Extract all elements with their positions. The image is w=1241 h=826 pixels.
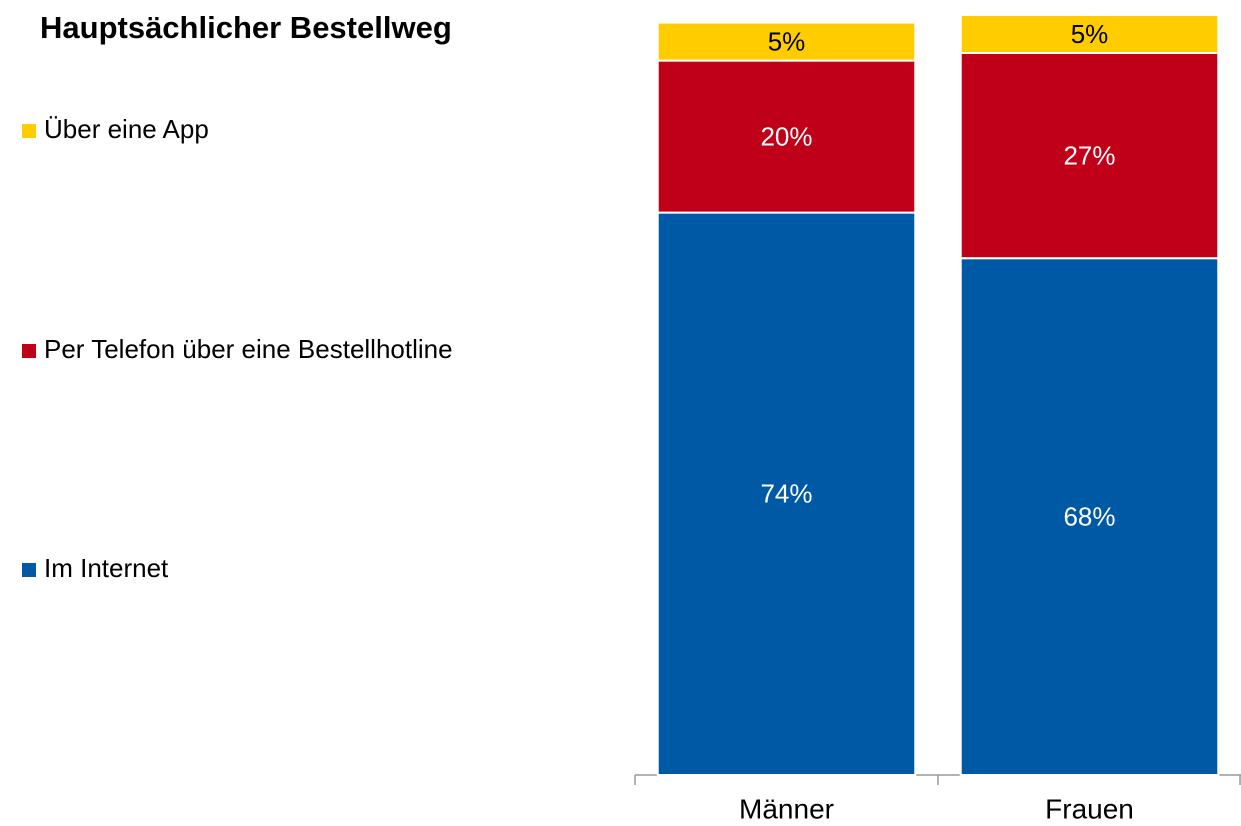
legend-label: Per Telefon über eine Bestellhotline	[44, 334, 453, 364]
data-label: 27%	[1063, 140, 1115, 170]
bar-segment	[959, 257, 1220, 776]
legend-swatch	[22, 563, 36, 577]
chart-title: Hauptsächlicher Bestellweg	[40, 10, 452, 45]
legend-label: Im Internet	[44, 553, 169, 583]
legend-label: Über eine App	[44, 114, 209, 144]
bar-segment	[656, 211, 917, 777]
data-label: 5%	[1071, 19, 1109, 49]
x-tick-label: Männer	[739, 793, 834, 824]
data-label: 5%	[768, 26, 806, 56]
data-label: 20%	[760, 121, 812, 151]
bar-segment	[959, 14, 1220, 54]
bar-segment	[656, 21, 917, 62]
bar-segment	[959, 52, 1220, 260]
x-tick-label: Frauen	[1045, 793, 1134, 824]
legend-swatch	[22, 344, 36, 358]
data-label: 74%	[760, 479, 812, 509]
bar-segment	[656, 59, 917, 214]
data-label: 68%	[1063, 501, 1115, 531]
legend-swatch	[22, 124, 36, 138]
